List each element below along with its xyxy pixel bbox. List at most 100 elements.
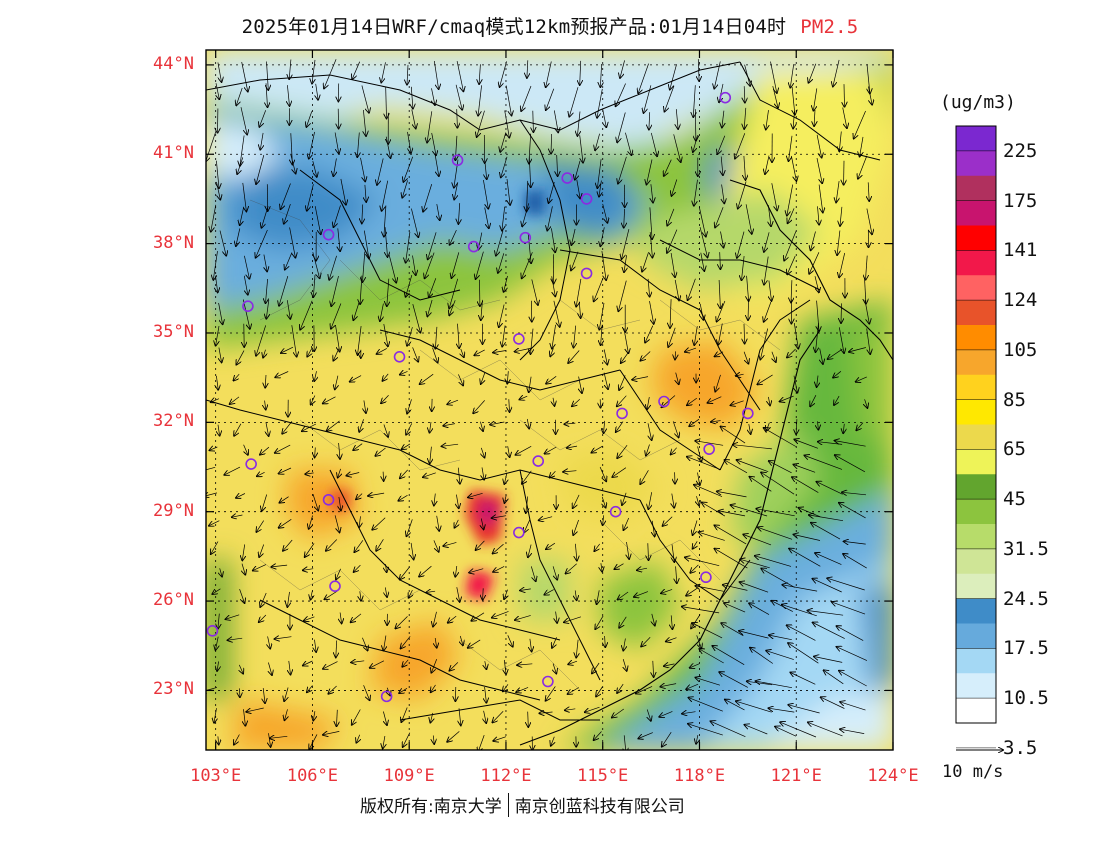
wind-arrow xyxy=(688,278,696,300)
wind-arrow xyxy=(624,517,630,530)
lat-label: 38°N xyxy=(153,232,194,253)
wind-arrow xyxy=(356,734,359,743)
wind-arrow xyxy=(749,603,770,615)
wind-arrow xyxy=(768,205,771,226)
wind-arrow xyxy=(428,232,437,259)
wind-arrow xyxy=(434,493,435,506)
wind-arrow xyxy=(529,156,530,188)
wind-arrow xyxy=(412,304,421,332)
wind-arrow xyxy=(268,662,272,676)
wind-arrow xyxy=(313,274,315,297)
wind-arrow xyxy=(721,156,723,176)
wind-arrow xyxy=(693,541,698,548)
city-marker xyxy=(609,505,622,518)
wind-arrow xyxy=(447,400,459,404)
wind-arrow xyxy=(331,276,339,306)
wind-arrow xyxy=(736,701,772,713)
wind-arrow xyxy=(264,254,267,272)
colorbar-swatch xyxy=(956,474,996,500)
wind-arrow xyxy=(307,348,312,356)
wind-arrow xyxy=(502,206,505,231)
wind-arrow xyxy=(696,735,698,744)
wind-arrow xyxy=(552,324,556,349)
wind-arrow xyxy=(667,229,678,253)
wind-arrow xyxy=(624,735,626,750)
wind-arrow xyxy=(828,348,843,359)
wind-arrow xyxy=(815,553,842,565)
wind-arrow xyxy=(256,520,264,532)
wind-arrow xyxy=(216,83,219,99)
wind-arrow xyxy=(756,509,795,517)
wind-arrow xyxy=(357,132,359,158)
wind-arrow xyxy=(305,473,314,474)
wind-arrow xyxy=(482,467,484,479)
wind-arrow xyxy=(568,687,579,695)
wind-arrow xyxy=(766,110,769,129)
wind-arrow xyxy=(499,304,505,328)
wind-arrow xyxy=(833,371,842,377)
wind-arrow xyxy=(476,540,485,550)
wind-arrow xyxy=(617,683,624,693)
wind-arrow xyxy=(528,711,529,727)
wind-arrow xyxy=(641,637,651,646)
wind-arrow xyxy=(384,205,386,237)
wind-arrow xyxy=(406,231,411,263)
wind-arrow xyxy=(619,616,627,628)
wind-arrow xyxy=(386,87,387,118)
wind-arrow xyxy=(411,542,414,560)
wind-arrow xyxy=(813,88,818,110)
wind-arrow xyxy=(206,130,217,161)
wind-arrow xyxy=(403,732,411,747)
wind-arrow xyxy=(731,400,744,406)
wind-arrow xyxy=(433,540,439,551)
wind-arrow xyxy=(259,544,265,558)
wind-arrow xyxy=(571,228,575,245)
wind-arrow xyxy=(450,662,459,670)
wind-arrow xyxy=(568,350,580,364)
wind-arrow xyxy=(260,446,270,454)
coastline xyxy=(519,179,893,746)
wind-arrow xyxy=(808,611,844,616)
wind-arrow xyxy=(265,374,266,388)
wind-arrow xyxy=(485,687,487,703)
wind-arrow xyxy=(457,109,458,128)
city-marker xyxy=(322,228,335,241)
wind-arrow xyxy=(284,687,288,702)
wind-arrow xyxy=(765,155,770,174)
city-marker xyxy=(513,526,525,539)
wind-arrow xyxy=(430,712,432,723)
wind-arrow xyxy=(599,180,601,197)
wind-arrow xyxy=(388,253,396,283)
wind-arrow xyxy=(492,711,504,722)
wind-arrow xyxy=(411,208,418,238)
wind-arrow xyxy=(715,525,747,545)
wind-arrow xyxy=(435,637,437,648)
wind-arrow xyxy=(687,397,698,405)
wind-arrow xyxy=(287,85,289,106)
wind-arrow xyxy=(364,400,366,413)
wind-arrow xyxy=(244,275,248,295)
wind-arrow xyxy=(722,110,724,128)
wind-arrow xyxy=(693,520,698,536)
wind-arrow xyxy=(456,494,458,509)
wind-arrow xyxy=(385,564,386,572)
wind-arrow xyxy=(485,160,487,179)
wind-arrow xyxy=(217,62,222,82)
wind-arrow xyxy=(577,179,580,199)
wind-arrow xyxy=(236,87,243,105)
wind-arrow xyxy=(838,327,844,353)
wind-arrow xyxy=(627,541,630,559)
wind-arrow xyxy=(267,61,269,90)
wind-arrow xyxy=(698,446,702,462)
wind-arrow xyxy=(426,591,436,592)
wind-arrow xyxy=(597,590,600,604)
colorbar-swatch xyxy=(956,548,996,575)
wind-arrow xyxy=(312,493,318,510)
wind-arrow xyxy=(493,351,507,353)
wind-arrow xyxy=(530,638,532,652)
wind-arrow xyxy=(775,727,797,737)
wind-arrow xyxy=(437,515,440,531)
wind-arrow xyxy=(860,136,863,157)
wind-arrow xyxy=(385,227,387,257)
wind-arrow xyxy=(566,563,577,574)
